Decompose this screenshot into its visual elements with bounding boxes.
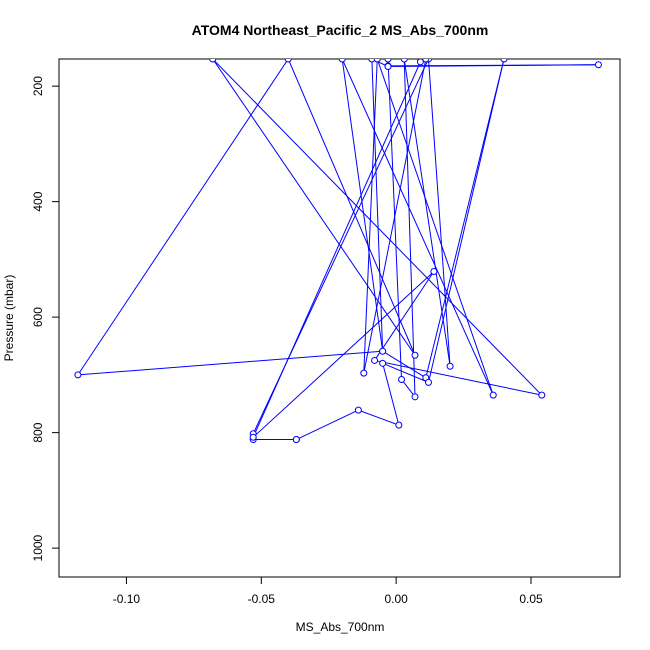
y-tick-label: 800: [31, 422, 45, 442]
series-line-segment: [212, 59, 543, 396]
series-line-segment: [425, 59, 505, 378]
data-point: [400, 59, 408, 63]
data-point: [249, 433, 257, 441]
x-axis-label: MS_Abs_700nm: [296, 620, 385, 634]
series-line-segment: [296, 409, 359, 441]
series-line-segment: [287, 59, 416, 356]
series-line-segment: [363, 59, 427, 374]
chart-title: ATOM4 Northeast_Pacific_2 MS_Abs_700nm: [192, 22, 489, 38]
y-tick-label: 400: [31, 191, 45, 211]
y-tick-label: 1000: [31, 534, 45, 561]
data-point: [538, 391, 546, 399]
data-point: [379, 347, 387, 355]
series-line-segment: [374, 359, 542, 396]
y-tick-label: 600: [31, 307, 45, 327]
series-line-segment: [363, 59, 378, 374]
series-line-segment: [403, 59, 451, 367]
series-line-segment: [428, 59, 505, 383]
series-line-segment: [403, 59, 416, 397]
series-line-segment: [388, 64, 599, 68]
series-line-segment: [77, 59, 289, 376]
series-line-segment: [387, 59, 403, 380]
data-point: [425, 378, 433, 386]
data-point: [384, 59, 392, 63]
data-point: [371, 356, 379, 364]
plot-frame: [58, 58, 621, 578]
x-tick-label: 0.05: [519, 592, 543, 606]
y-axis-label: Pressure (mbar): [2, 275, 16, 362]
data-point: [422, 59, 430, 63]
y-tick-label: 200: [31, 76, 45, 96]
y-axis: 200 400 600 800 1000: [31, 76, 60, 561]
series-line-segment: [77, 350, 383, 376]
series-line-segment: [212, 59, 416, 356]
series-line-segment: [341, 59, 494, 396]
x-axis: -0.10 -0.05 0.00 0.05: [113, 576, 543, 606]
x-tick-label: 0.00: [384, 592, 408, 606]
data-point: [292, 436, 300, 444]
data-point: [373, 59, 381, 63]
x-tick-label: -0.05: [248, 592, 276, 606]
data-point: [368, 59, 376, 63]
data-point: [398, 376, 406, 384]
data-point: [395, 421, 403, 429]
series-line-segment: [252, 61, 421, 438]
data-point: [430, 268, 438, 276]
data-point: [354, 406, 362, 414]
data-point: [284, 59, 292, 63]
data-point: [338, 59, 346, 63]
data-point: [379, 359, 387, 367]
data-point: [489, 391, 497, 399]
data-point: [411, 393, 419, 401]
data-point: [500, 59, 508, 63]
series-line-segment: [382, 362, 429, 383]
series-line-segment: [371, 59, 384, 352]
series-line-segment: [382, 363, 400, 426]
data-point: [360, 369, 368, 377]
data-point: [209, 59, 217, 63]
series-line-segment: [358, 409, 400, 426]
series-line-segment: [341, 59, 384, 352]
data-point: [594, 61, 602, 69]
data-point: [416, 59, 424, 66]
x-tick-label: -0.10: [113, 592, 141, 606]
data-point: [74, 371, 82, 379]
data-point: [446, 362, 454, 370]
series-line-segment: [374, 271, 435, 361]
plot-area: [74, 59, 602, 444]
series-line-segment: [401, 379, 416, 398]
data-point: [384, 63, 392, 71]
series-line-segment: [382, 350, 427, 379]
data-point: [411, 351, 419, 359]
series-line-segment: [428, 59, 451, 367]
